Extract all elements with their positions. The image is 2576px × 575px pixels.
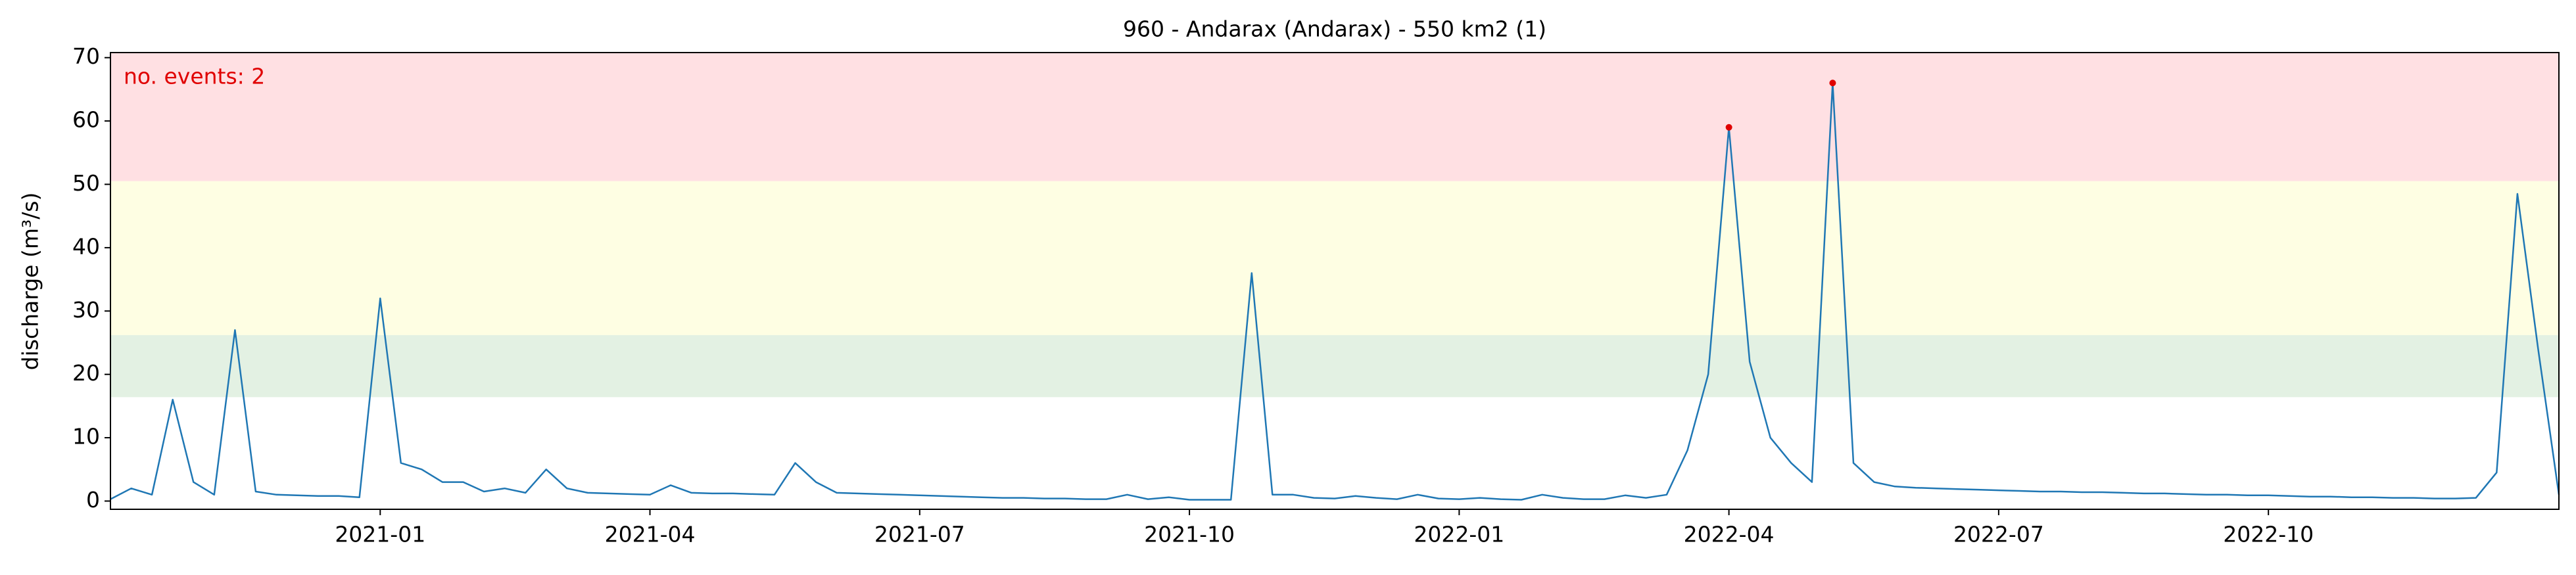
- event-count-annotation: no. events: 2: [124, 64, 265, 89]
- x-tick-label: 2021-10: [1144, 522, 1235, 547]
- x-tick-label: 2022-10: [2223, 522, 2314, 547]
- x-tick-label: 2021-07: [874, 522, 965, 547]
- x-tick-label: 2022-04: [1684, 522, 1775, 547]
- plot-frame: [110, 52, 2560, 510]
- discharge-line: [110, 82, 2560, 501]
- y-tick-label: 50: [72, 170, 100, 196]
- event-marker: [1829, 80, 1836, 87]
- y-axis-label: discharge (m³/s): [18, 193, 43, 371]
- x-tick-label: 2021-04: [605, 522, 696, 547]
- y-tick-label: 70: [72, 43, 100, 69]
- event-marker: [1725, 124, 1732, 131]
- chart-title: 960 - Andarax (Andarax) - 550 km2 (1): [1123, 16, 1546, 42]
- threshold-band: [110, 334, 2559, 398]
- threshold-band: [110, 181, 2559, 335]
- x-tick-label: 2021-01: [335, 522, 425, 547]
- y-tick-label: 10: [72, 424, 100, 449]
- x-tick-label: 2022-07: [1953, 522, 2044, 547]
- x-tick-label: 2022-01: [1414, 522, 1504, 547]
- y-tick-label: 30: [72, 297, 100, 323]
- y-tick-label: 60: [72, 107, 100, 133]
- y-tick-label: 0: [86, 487, 100, 513]
- y-tick-label: 40: [72, 233, 100, 259]
- threshold-band: [110, 53, 2559, 181]
- y-tick-label: 20: [72, 360, 100, 386]
